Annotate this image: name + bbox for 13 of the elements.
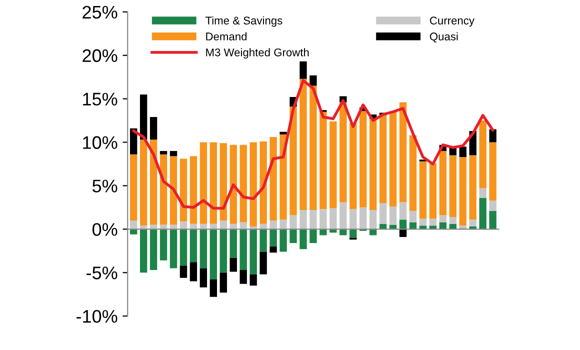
y-tick-label: 0% [92, 223, 118, 236]
y-tick-label: 15% [83, 92, 118, 106]
y-tick-label: -5% [86, 266, 118, 280]
y-tick-label: 5% [92, 180, 118, 192]
legend-label: Time & Savings [206, 16, 282, 27]
y-tick-label: 25% [82, 6, 118, 19]
legend-label: Currency [430, 16, 474, 27]
y-tick-label: -10% [76, 310, 118, 323]
y-tick-label: 20% [82, 49, 118, 62]
legend-label: Demand [206, 32, 247, 40]
y-tick-label: 10% [83, 136, 118, 149]
legend-label: Quasi [430, 32, 458, 42]
legend-label: M3 Weighted Growth [206, 48, 309, 59]
